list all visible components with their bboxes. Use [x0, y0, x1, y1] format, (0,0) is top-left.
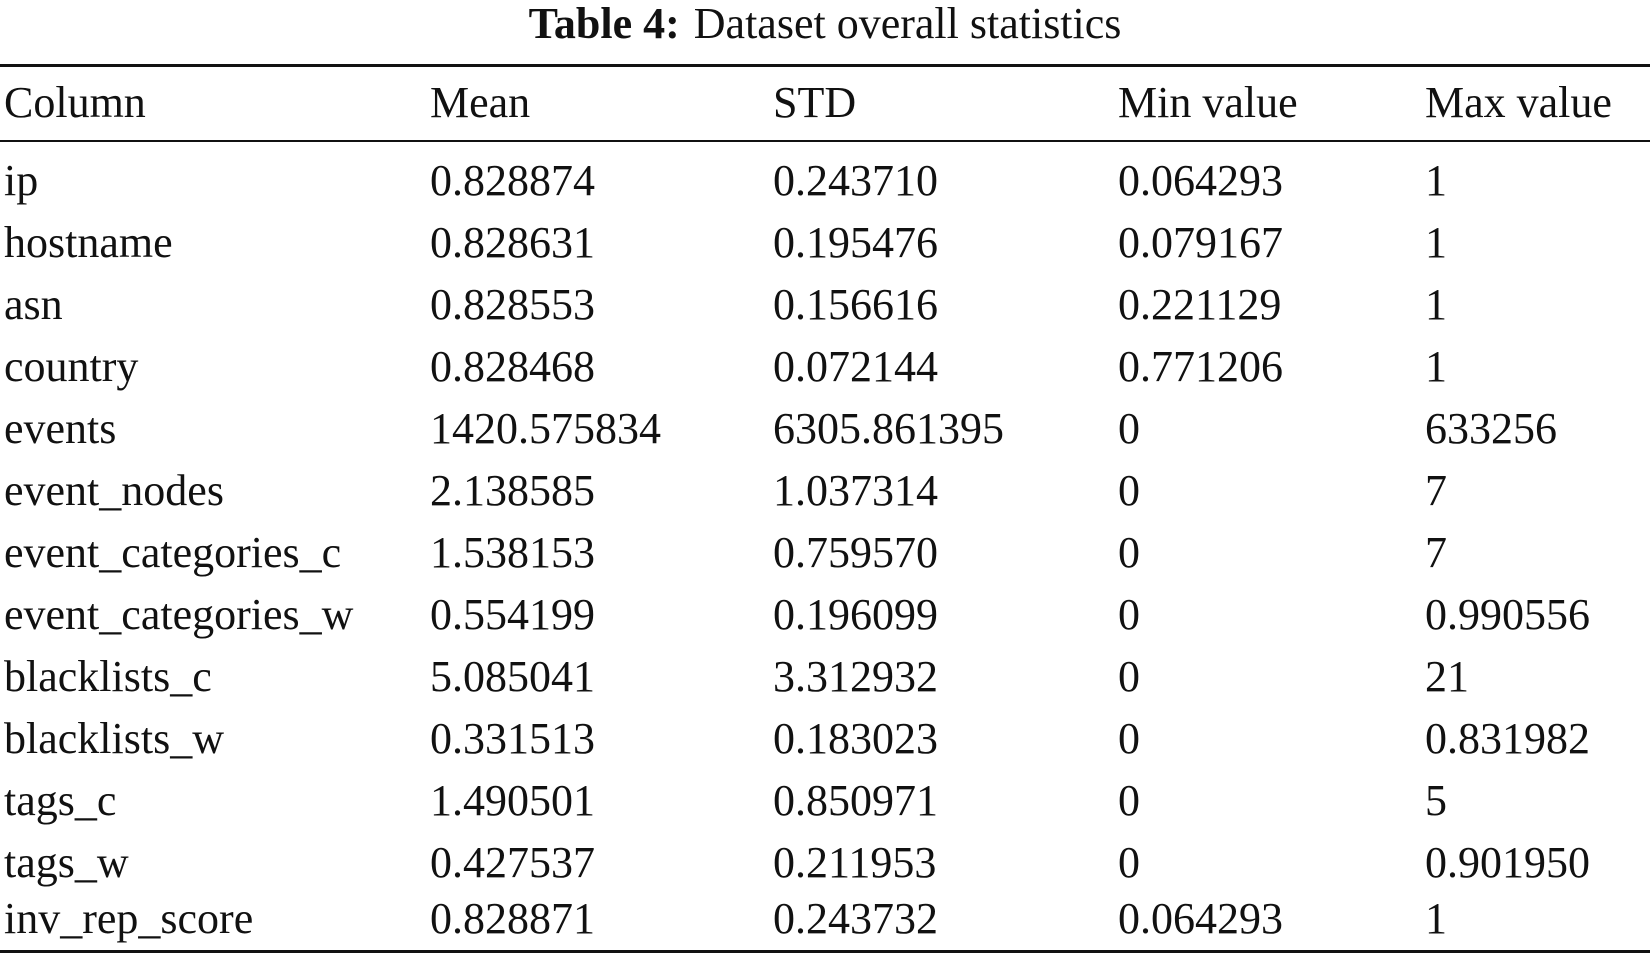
cell-max: 1 [1425, 894, 1447, 943]
cell-min: 0.771206 [1118, 342, 1283, 391]
cell-mean: 2.138585 [430, 466, 595, 515]
cell-min: 0 [1118, 838, 1140, 887]
table-row: tags_w 0.427537 0.211953 0 0.901950 [0, 832, 1650, 894]
header-rule [0, 140, 1650, 142]
bottom-rule [0, 950, 1650, 953]
table-row: tags_c 1.490501 0.850971 0 5 [0, 770, 1650, 832]
cell-std: 0.072144 [773, 342, 938, 391]
cell-column: tags_w [4, 838, 129, 887]
table-row: country 0.828468 0.072144 0.771206 1 [0, 336, 1650, 398]
cell-mean: 0.427537 [430, 838, 595, 887]
cell-column: blacklists_w [4, 714, 224, 763]
cell-mean: 1.538153 [430, 528, 595, 577]
cell-mean: 0.554199 [430, 590, 595, 639]
table-row: ip 0.828874 0.243710 0.064293 1 [0, 150, 1650, 212]
table-title: Dataset overall statistics [693, 0, 1122, 48]
cell-mean: 0.828874 [430, 156, 595, 205]
cell-std: 0.196099 [773, 590, 938, 639]
cell-mean: 0.331513 [430, 714, 595, 763]
cell-max: 1 [1425, 218, 1447, 267]
table-row: event_nodes 2.138585 1.037314 0 7 [0, 460, 1650, 522]
cell-std: 3.312932 [773, 652, 938, 701]
table-row: asn 0.828553 0.156616 0.221129 1 [0, 274, 1650, 336]
table-row: event_categories_w 0.554199 0.196099 0 0… [0, 584, 1650, 646]
cell-max: 0.831982 [1425, 714, 1590, 763]
table-row: event_categories_c 1.538153 0.759570 0 7 [0, 522, 1650, 584]
cell-std: 0.850971 [773, 776, 938, 825]
cell-min: 0 [1118, 404, 1140, 453]
cell-column: ip [4, 156, 39, 205]
header-min-value: Min value [1118, 78, 1298, 127]
cell-min: 0 [1118, 652, 1140, 701]
cell-max: 21 [1425, 652, 1469, 701]
cell-max: 7 [1425, 528, 1447, 577]
header-mean: Mean [430, 78, 531, 127]
table-row: inv_rep_score 0.828871 0.243732 0.064293… [0, 888, 1650, 950]
cell-column: hostname [4, 218, 173, 267]
cell-mean: 5.085041 [430, 652, 595, 701]
cell-column: event_categories_c [4, 528, 342, 577]
cell-std: 0.195476 [773, 218, 938, 267]
cell-column: tags_c [4, 776, 117, 825]
header-max-value: Max value [1425, 78, 1612, 127]
cell-min: 0 [1118, 714, 1140, 763]
table-row: hostname 0.828631 0.195476 0.079167 1 [0, 212, 1650, 274]
cell-column: blacklists_c [4, 652, 212, 701]
cell-min: 0.079167 [1118, 218, 1283, 267]
cell-mean: 1420.575834 [430, 404, 661, 453]
cell-min: 0 [1118, 528, 1140, 577]
cell-std: 0.243732 [773, 894, 938, 943]
cell-min: 0 [1118, 776, 1140, 825]
cell-max: 0.990556 [1425, 590, 1590, 639]
table-row: events 1420.575834 6305.861395 0 633256 [0, 398, 1650, 460]
cell-column: events [4, 404, 117, 453]
cell-std: 0.243710 [773, 156, 938, 205]
cell-max: 633256 [1425, 404, 1557, 453]
cell-max: 1 [1425, 280, 1447, 329]
header-column: Column [4, 78, 146, 127]
table-row: blacklists_w 0.331513 0.183023 0 0.83198… [0, 708, 1650, 770]
cell-column: inv_rep_score [4, 894, 254, 943]
top-rule [0, 64, 1650, 67]
cell-column: event_nodes [4, 466, 224, 515]
table-row: blacklists_c 5.085041 3.312932 0 21 [0, 646, 1650, 708]
cell-min: 0 [1118, 590, 1140, 639]
cell-min: 0.064293 [1118, 156, 1283, 205]
cell-min: 0.064293 [1118, 894, 1283, 943]
cell-mean: 0.828631 [430, 218, 595, 267]
cell-max: 5 [1425, 776, 1447, 825]
cell-std: 6305.861395 [773, 404, 1004, 453]
table-header-row: Column Mean STD Min value Max value [0, 72, 1650, 134]
cell-column: asn [4, 280, 63, 329]
cell-max: 7 [1425, 466, 1447, 515]
cell-column: event_categories_w [4, 590, 354, 639]
cell-std: 0.211953 [773, 838, 937, 887]
cell-min: 0.221129 [1118, 280, 1282, 329]
cell-std: 0.759570 [773, 528, 938, 577]
table-number: Table 4: [528, 0, 680, 48]
cell-mean: 0.828871 [430, 894, 595, 943]
cell-column: country [4, 342, 139, 391]
cell-max: 1 [1425, 342, 1447, 391]
cell-mean: 0.828553 [430, 280, 595, 329]
cell-std: 0.183023 [773, 714, 938, 763]
table-caption: Table 4: Dataset overall statistics [0, 0, 1650, 48]
cell-mean: 0.828468 [430, 342, 595, 391]
cell-max: 0.901950 [1425, 838, 1590, 887]
cell-std: 1.037314 [773, 466, 938, 515]
cell-mean: 1.490501 [430, 776, 595, 825]
cell-min: 0 [1118, 466, 1140, 515]
cell-max: 1 [1425, 156, 1447, 205]
header-std: STD [773, 78, 857, 127]
cell-std: 0.156616 [773, 280, 938, 329]
